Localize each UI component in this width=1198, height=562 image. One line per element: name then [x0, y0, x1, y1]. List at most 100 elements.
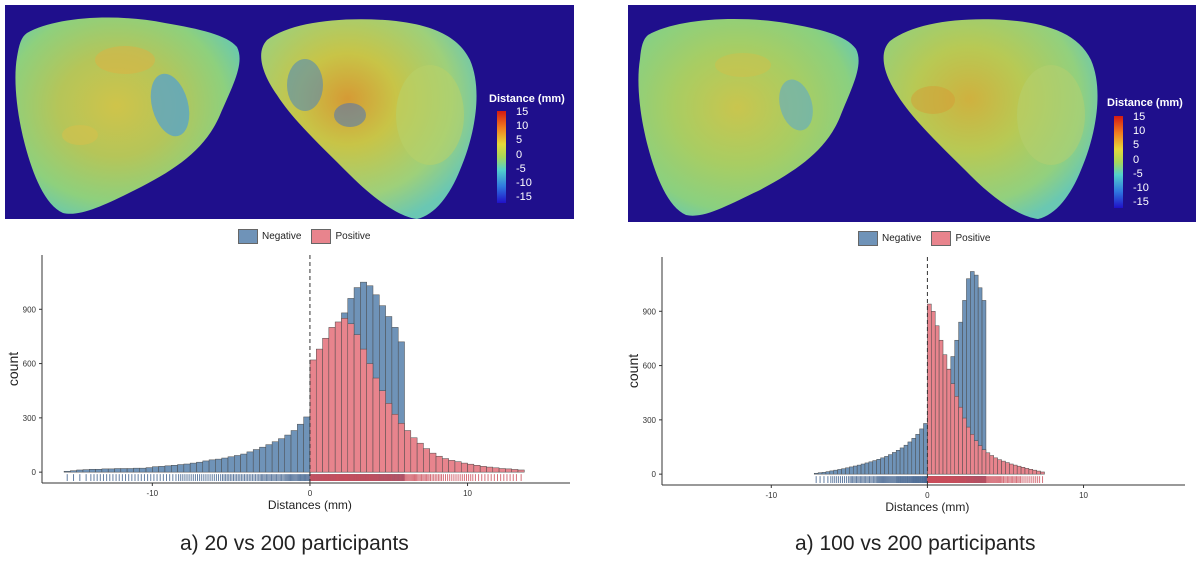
legend-tick: -5: [1133, 167, 1143, 180]
hist-legend-left: Negative Positive: [238, 229, 370, 244]
x-axis-label: Distances (mm): [268, 498, 352, 512]
x-tick-label: -10: [766, 491, 778, 500]
positive-bar: [322, 337, 330, 473]
render-image-right: Distance (mm) 15 10 5 0 -5 -10 -15: [628, 5, 1196, 222]
y-axis-label: count: [5, 352, 21, 386]
positive-bar: [429, 452, 437, 473]
positive-bar: [435, 455, 443, 473]
liver-shapes-left: [15, 17, 477, 219]
positive-bar: [460, 462, 468, 473]
legend-tick: 0: [516, 148, 523, 161]
positive-bar: [966, 426, 971, 475]
negative-bar: [860, 463, 866, 475]
negative-bar: [880, 457, 885, 475]
x-tick-label: 0: [308, 489, 313, 498]
histogram-svg-right: 0 300 600 900 -10 0 10 Distances (mm) count: [625, 257, 1185, 514]
positive-bar: [511, 469, 519, 473]
positive-bar: [360, 348, 367, 473]
legend-tick: -10: [1133, 181, 1149, 194]
positive-label: Positive: [335, 231, 371, 242]
legend-ticks-left: 15 10 5 0 -5 -10 -15: [516, 106, 532, 202]
x-tick-label: 10: [1079, 491, 1088, 500]
positive-bar: [1001, 460, 1006, 475]
negative-bar: [202, 460, 210, 473]
negative-label: Negative: [882, 233, 922, 244]
positive-swatch: [311, 229, 332, 244]
negative-bar: [208, 459, 216, 473]
legend-title-right: Distance (mm): [1107, 97, 1183, 109]
hist-legend-right: Negative Positive: [858, 231, 990, 246]
positive-bar: [934, 325, 940, 475]
negative-bar: [884, 456, 889, 475]
positive-bar: [397, 423, 405, 473]
negative-bar: [152, 466, 159, 473]
negative-bar: [120, 468, 128, 473]
positive-label: Positive: [955, 233, 991, 244]
positive-bar: [1028, 469, 1034, 475]
negative-bar: [829, 470, 834, 475]
negative-bar: [864, 462, 870, 475]
positive-bar: [997, 459, 1002, 475]
panel-left: Distance (mm) 15 10 5 0 -5 -10 -15 Negat…: [0, 0, 580, 562]
negative-bar: [907, 441, 913, 475]
negative-bar: [278, 438, 285, 473]
positive-bar: [1036, 470, 1041, 475]
panel-right: Distance (mm) 15 10 5 0 -5 -10 -15 Negat…: [620, 0, 1198, 562]
legend-tick: 0: [1133, 153, 1140, 166]
y-axis-label: count: [625, 354, 641, 388]
negative-bar: [177, 464, 185, 473]
positive-bar: [517, 469, 525, 473]
negative-bar: [833, 469, 838, 475]
y-tick-label: 600: [643, 362, 657, 371]
y-tick-label: 900: [23, 305, 37, 314]
negative-bar: [196, 461, 204, 473]
negative-bar: [126, 468, 134, 473]
negative-bar: [215, 458, 222, 473]
positive-bar: [467, 463, 475, 473]
positive-bar: [366, 363, 374, 473]
legend-tick: 15: [1133, 111, 1146, 123]
negative-bar: [852, 465, 858, 475]
negative-bar: [139, 467, 147, 473]
positive-bar: [981, 449, 987, 475]
positive-bar: [927, 303, 932, 475]
positive-bar: [505, 468, 512, 473]
negative-bar: [903, 444, 909, 475]
x-tick-label: 10: [463, 489, 472, 498]
positive-bar: [385, 403, 393, 473]
positive-bar: [946, 368, 952, 475]
x-tick-label: -10: [147, 489, 159, 498]
positive-bar: [423, 448, 430, 473]
negative-bar: [981, 300, 987, 475]
negative-bar: [240, 453, 248, 473]
x-tick-label: 0: [925, 491, 930, 500]
legend-ticks-right: 15 10 5 0 -5 -10 -15: [1133, 111, 1149, 209]
negative-bar: [899, 447, 905, 475]
negative-bar: [297, 423, 304, 473]
legend-tick: 5: [516, 134, 523, 147]
positive-bar: [1020, 467, 1026, 475]
legend-tick: -15: [1133, 196, 1149, 209]
negative-bar: [259, 446, 267, 473]
positive-bar: [379, 390, 386, 473]
negative-label: Negative: [262, 231, 302, 242]
negative-bar: [158, 466, 166, 473]
y-tick-label: 0: [652, 470, 657, 479]
positive-bar: [498, 468, 506, 473]
negative-bar: [892, 452, 897, 475]
legend-tick: 15: [516, 106, 529, 118]
positive-bar: [989, 455, 995, 475]
negative-bar: [271, 441, 279, 473]
negative-bar: [845, 467, 850, 475]
positive-bar: [479, 466, 487, 473]
legend-tick: -5: [516, 162, 526, 175]
positive-bar: [938, 339, 944, 475]
positive-bar: [448, 460, 456, 473]
negative-bar: [101, 468, 109, 473]
y-tick-label: 300: [643, 416, 657, 425]
positive-bar: [973, 440, 979, 475]
negative-bar: [868, 461, 874, 475]
positive-bar: [353, 334, 361, 473]
positive-swatch: [931, 231, 952, 246]
positive-bar: [950, 383, 955, 475]
